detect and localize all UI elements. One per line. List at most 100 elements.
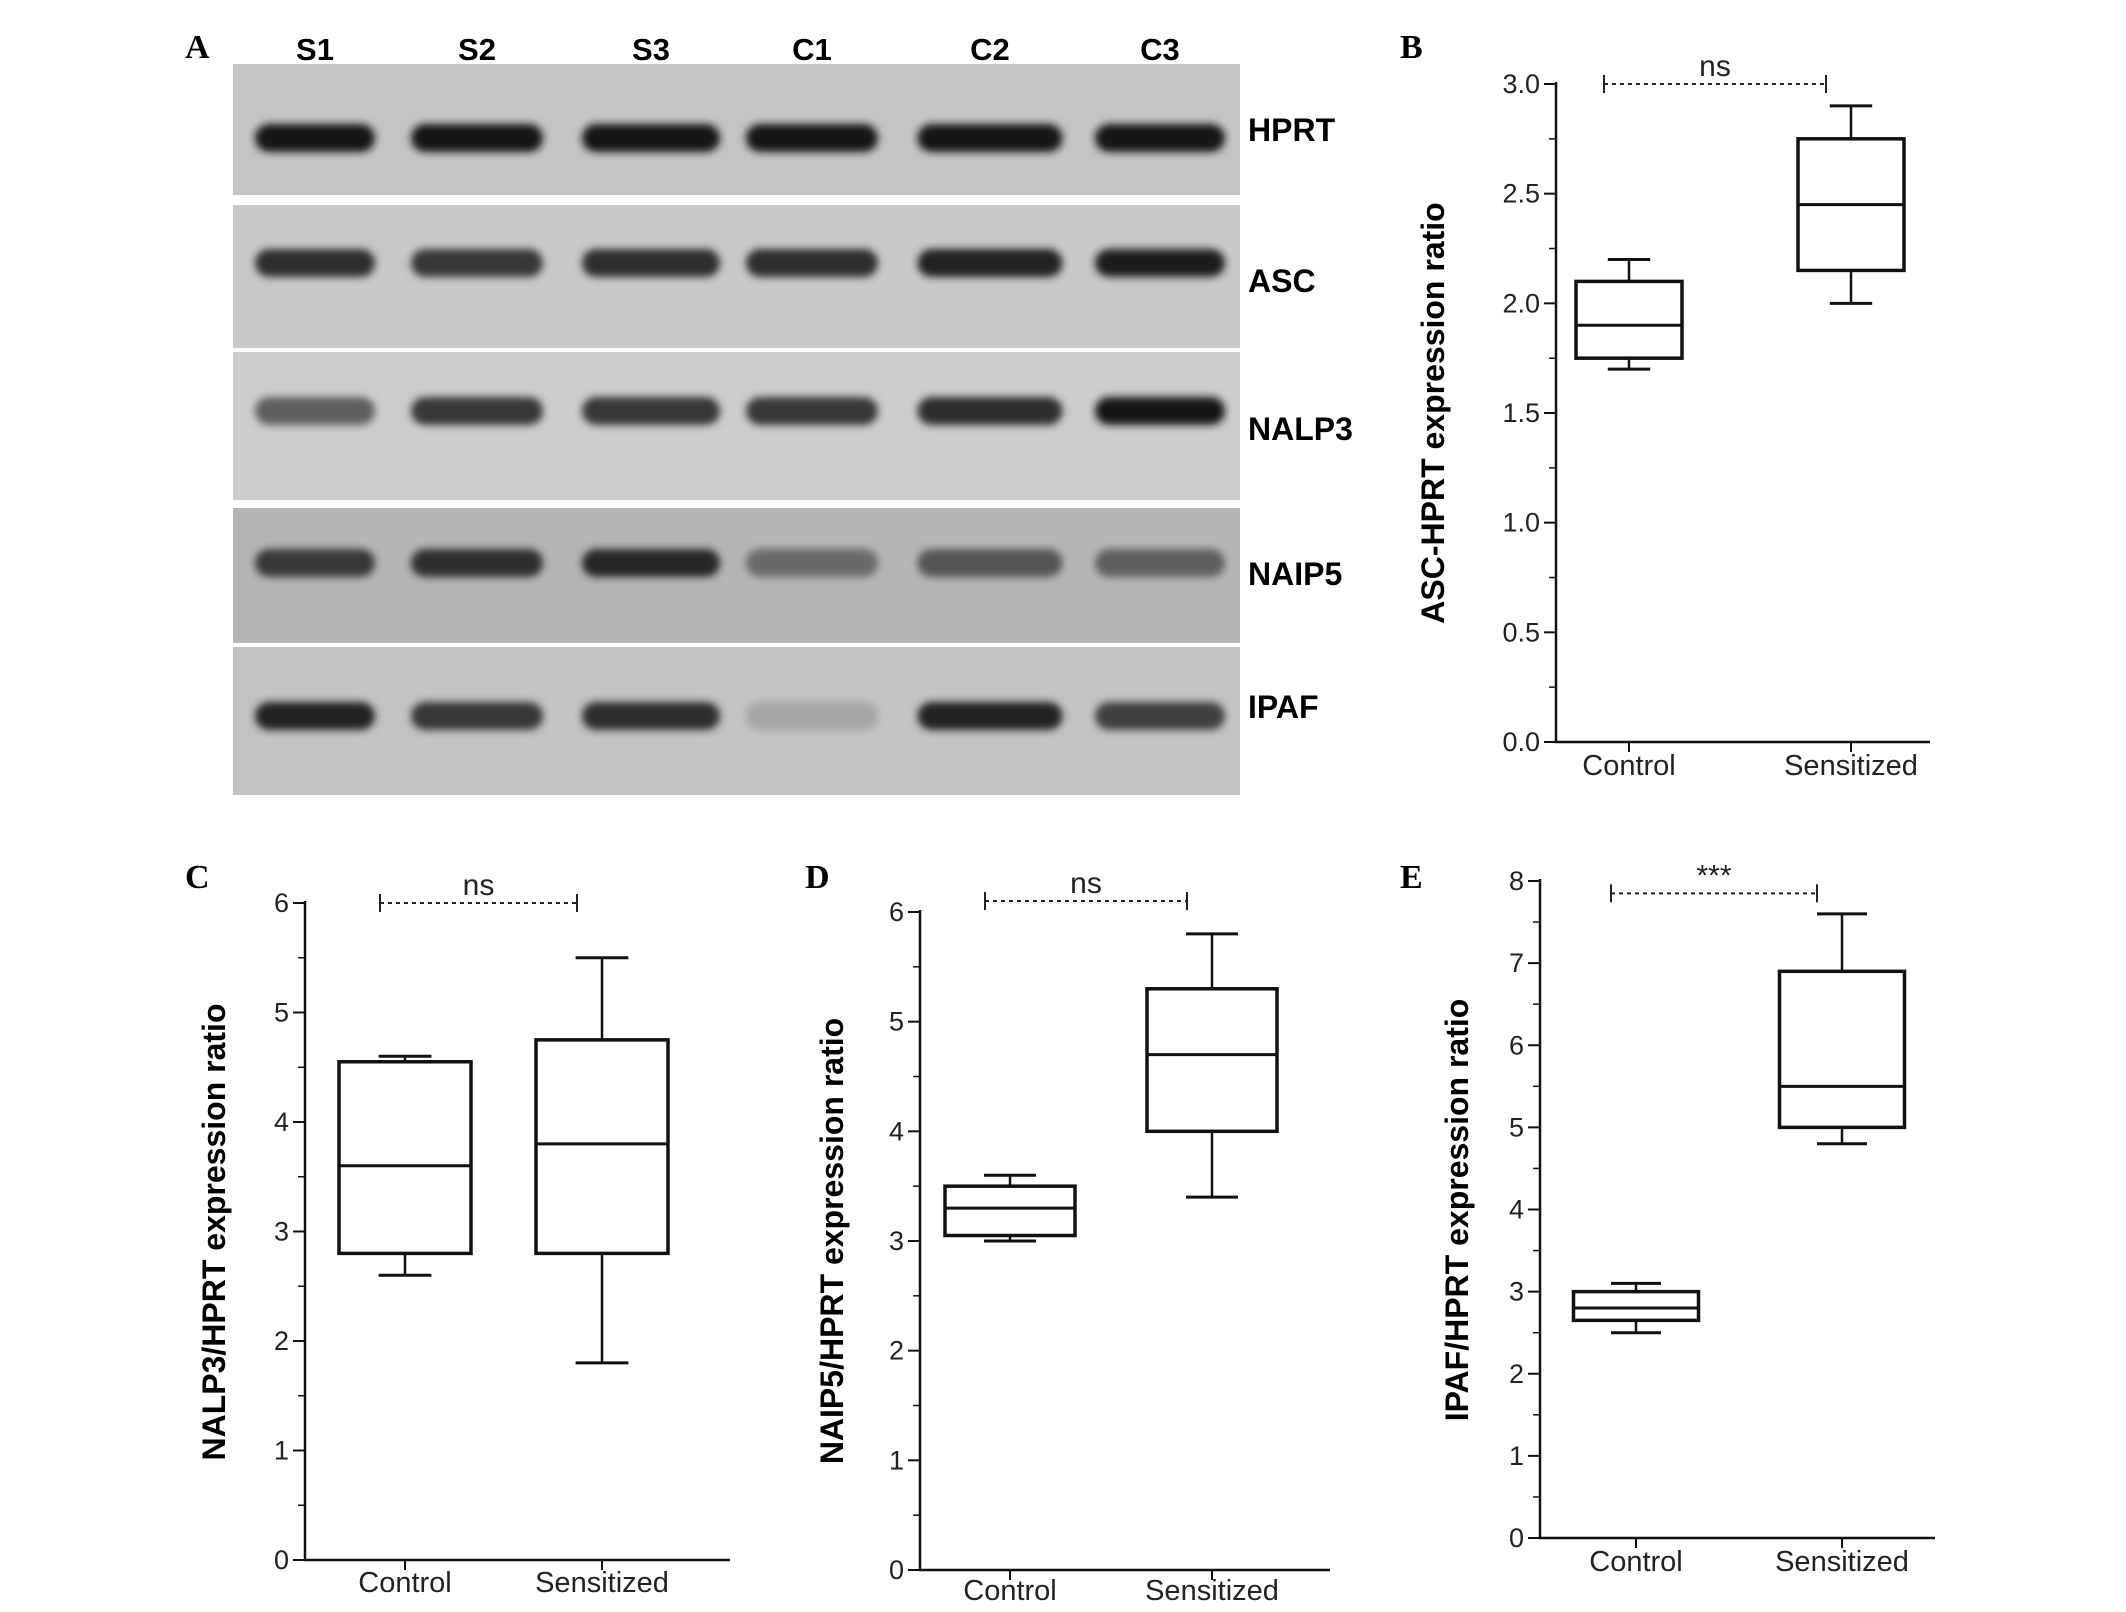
gel-band-ipaf-s1 [255, 702, 375, 730]
gel-band-naip5-c3 [1095, 549, 1225, 577]
panel-c-iqr-box-sensitized [534, 1038, 670, 1256]
panel-c-box-sensitized [534, 956, 670, 1365]
gel-band-naip5-s2 [411, 549, 543, 577]
band-label-naip5: NAIP5 [1248, 556, 1342, 592]
gel-band-hprt-s3 [582, 124, 720, 152]
panel-c-ytick-label: 5 [274, 998, 289, 1028]
gel-band-asc-c2 [917, 249, 1063, 277]
gel-band-ipaf-c2 [917, 702, 1063, 730]
gel-band-naip5-c2 [917, 549, 1063, 577]
panel-b-ytick-label: 0.5 [1502, 617, 1540, 647]
band-label-asc: ASC [1248, 263, 1316, 299]
panel-e-ytick-label: 2 [1509, 1359, 1524, 1389]
panel-b-category-label-sensitized: Sensitized [1784, 750, 1918, 782]
gel-band-nalp3-c3 [1095, 397, 1225, 425]
panel-b-box-sensitized [1796, 104, 1906, 305]
lane-label-c3: C3 [1140, 32, 1180, 67]
panel-c-ytick-label: 1 [274, 1436, 289, 1466]
box-plot-panel-b: B 0.0 0.5 1.0 1.5 2.0 2.5 3.0 ASC-HPRT expressio… [1400, 29, 1930, 782]
panel-e-label: E [1400, 859, 1423, 896]
panel-b-significance-label: ns [1699, 50, 1731, 83]
panel-d-significance-label: ns [1070, 867, 1102, 900]
lane-label-c2: C2 [970, 32, 1010, 67]
panel-b-y-axis-title: ASC-HPRT expression ratio [1415, 202, 1451, 623]
panel-e-ytick-label: 6 [1509, 1030, 1524, 1060]
panel-d-box-sensitized [1145, 932, 1279, 1199]
gel-band-ipaf-s2 [411, 702, 543, 730]
band-label-hprt: HPRT [1248, 112, 1336, 148]
panel-e-ytick-label: 1 [1509, 1441, 1524, 1471]
panel-c-label: C [185, 859, 210, 896]
panel-b-ytick-label: 2.0 [1502, 288, 1540, 318]
gel-band-asc-c3 [1095, 249, 1225, 277]
panel-d-ytick-label: 6 [889, 897, 904, 927]
panel-c-ytick-label: 2 [274, 1326, 289, 1356]
gel-strip-hprt [233, 64, 1240, 195]
panel-d-label: D [805, 859, 830, 896]
gel-band-hprt-c3 [1095, 124, 1225, 152]
panel-b-ytick-label: 2.5 [1502, 179, 1540, 209]
box-plot-panel-d: D 0 1 2 3 4 5 6 NAIP5/HPRT expression ratio Contr… [805, 859, 1330, 1607]
gel-panel-a: A S1 S2 S3 C1 C2 C3 HPRT ASC NALP3 NAIP5 IPAF [185, 29, 1353, 795]
gel-strip-nalp3 [233, 352, 1240, 500]
gel-band-ipaf-s3 [582, 702, 720, 730]
gel-band-nalp3-s3 [582, 397, 720, 425]
panel-b-category-label-control: Control [1582, 750, 1676, 782]
panel-label-a: A [185, 29, 210, 66]
gel-band-hprt-c1 [746, 124, 878, 152]
panel-c-significance-label: ns [463, 869, 495, 902]
panel-e-category-label-sensitized: Sensitized [1775, 1546, 1909, 1578]
panel-d-category-label-sensitized: Sensitized [1145, 1575, 1279, 1607]
panel-d-ytick-label: 1 [889, 1445, 904, 1475]
panel-e-ytick-label: 0 [1509, 1523, 1524, 1553]
gel-band-nalp3-c1 [746, 397, 878, 425]
panel-d-ytick-label: 2 [889, 1336, 904, 1366]
panel-c-category-label-sensitized: Sensitized [535, 1567, 669, 1599]
panel-b-ytick-label: 0.0 [1502, 727, 1540, 757]
panel-b-label: B [1400, 29, 1423, 66]
panel-d-ytick-label: 5 [889, 1007, 904, 1037]
lane-label-s3: S3 [632, 32, 670, 67]
panel-e-significance-label: *** [1696, 859, 1731, 892]
lane-label-c1: C1 [792, 32, 832, 67]
band-labels: HPRT ASC NALP3 NAIP5 IPAF [1248, 112, 1353, 725]
panel-d-category-label-control: Control [963, 1575, 1057, 1607]
panel-b-ytick-label: 1.0 [1502, 508, 1540, 538]
panel-d-ytick-label: 0 [889, 1555, 904, 1585]
panel-b-ytick-label: 3.0 [1502, 69, 1540, 99]
gel-strips [233, 64, 1240, 795]
panel-e-iqr-box-control [1571, 1289, 1701, 1323]
panel-b-ytick-label: 1.5 [1502, 398, 1540, 428]
gel-strip-ipaf [233, 647, 1240, 795]
lane-labels: S1 S2 S3 C1 C2 C3 [296, 32, 1180, 67]
gel-band-asc-c1 [746, 249, 878, 277]
lane-label-s2: S2 [458, 32, 496, 67]
gel-band-nalp3-s1 [255, 397, 375, 425]
box-plot-panel-c: C 0 1 2 3 4 5 6 NALP3/HPRT expression ratio Contr… [185, 859, 730, 1599]
panel-e-iqr-box-sensitized [1777, 969, 1907, 1130]
panel-c-ytick-label: 6 [274, 888, 289, 918]
gel-band-hprt-s1 [255, 124, 375, 152]
panel-e-ytick-label: 4 [1509, 1195, 1524, 1225]
panel-c-box-control [337, 1054, 473, 1277]
gel-band-hprt-s2 [411, 124, 543, 152]
panel-e-ytick-label: 8 [1509, 866, 1524, 896]
panel-b-iqr-box-control [1574, 279, 1684, 360]
panel-b-box-control [1574, 257, 1684, 371]
gel-band-ipaf-c3 [1095, 702, 1225, 730]
band-label-nalp3: NALP3 [1248, 411, 1353, 447]
panel-d-iqr-box-sensitized [1145, 987, 1279, 1134]
panel-e-box-control [1571, 1281, 1701, 1335]
box-plot-panel-e: E 0 1 2 3 4 5 6 7 8 IPAF/HPRT expression ratio Cont… [1400, 859, 1935, 1578]
gel-band-asc-s1 [255, 249, 375, 277]
gel-band-asc-s2 [411, 249, 543, 277]
panel-c-y-axis-title: NALP3/HPRT expression ratio [196, 1004, 232, 1461]
panel-e-box-sensitized [1777, 912, 1907, 1146]
gel-strip-asc [233, 205, 1240, 348]
panel-c-ytick-label: 4 [274, 1107, 289, 1137]
panel-c-category-label-control: Control [358, 1567, 452, 1599]
panel-d-ytick-label: 4 [889, 1116, 904, 1146]
panel-d-ytick-label: 3 [889, 1226, 904, 1256]
gel-band-ipaf-c1 [746, 702, 878, 730]
